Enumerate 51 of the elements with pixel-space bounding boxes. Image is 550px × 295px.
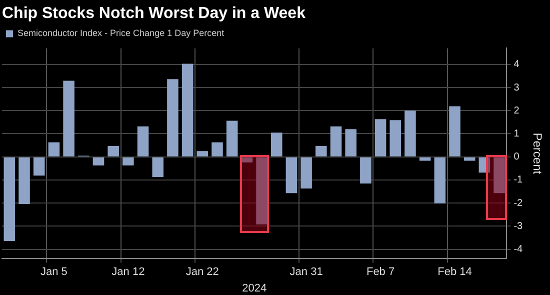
y-tick-label: -1 xyxy=(514,174,524,186)
y-tick-label: -3 xyxy=(514,220,524,232)
bar xyxy=(345,129,356,156)
bar xyxy=(167,79,178,156)
x-tick-label: Jan 12 xyxy=(112,266,145,278)
y-tick-label: -2 xyxy=(514,198,524,209)
bar xyxy=(434,157,446,204)
bar xyxy=(449,106,460,156)
bar xyxy=(478,157,490,173)
x-tick-label: Feb 14 xyxy=(438,266,472,278)
bar xyxy=(63,80,74,156)
bar xyxy=(300,157,312,189)
bar xyxy=(464,157,476,161)
bar xyxy=(122,157,134,166)
x-tick-label: Jan 31 xyxy=(290,266,323,278)
bar xyxy=(316,146,327,156)
y-tick-label: 3 xyxy=(514,82,520,94)
bar xyxy=(330,126,342,156)
y-tick-label: 1 xyxy=(514,128,520,140)
bar xyxy=(4,157,16,242)
bar xyxy=(182,64,194,156)
bar xyxy=(212,142,223,156)
bar xyxy=(33,157,45,176)
x-axis-title: 2024 xyxy=(242,282,267,294)
bar xyxy=(18,157,30,204)
x-tick-label: Jan 5 xyxy=(40,266,68,278)
y-tick-label: 0 xyxy=(514,152,520,163)
bar xyxy=(494,157,505,194)
bar xyxy=(48,142,60,156)
bar xyxy=(92,157,104,166)
bar xyxy=(196,151,208,156)
y-tick-label: 4 xyxy=(514,59,520,70)
chart-title: Chip Stocks Notch Worst Day in a Week xyxy=(2,5,306,22)
bar xyxy=(390,120,402,156)
x-tick-label: Jan 22 xyxy=(186,266,219,278)
bar xyxy=(108,146,119,156)
legend-label: Semiconductor Index - Price Change 1 Day Percent xyxy=(18,28,225,38)
bar xyxy=(286,157,298,194)
bar xyxy=(419,157,431,161)
bar xyxy=(137,126,149,156)
y-tick-label: -4 xyxy=(514,244,524,256)
x-tick-label: Feb 7 xyxy=(366,266,395,278)
bar xyxy=(404,110,416,156)
y-axis-title: Percent xyxy=(530,132,544,175)
bar xyxy=(152,157,164,177)
bar xyxy=(374,119,386,156)
bar xyxy=(226,120,238,156)
y-tick-label: 2 xyxy=(514,105,520,116)
bar xyxy=(360,157,372,184)
bar xyxy=(270,132,282,156)
bar xyxy=(241,157,253,162)
